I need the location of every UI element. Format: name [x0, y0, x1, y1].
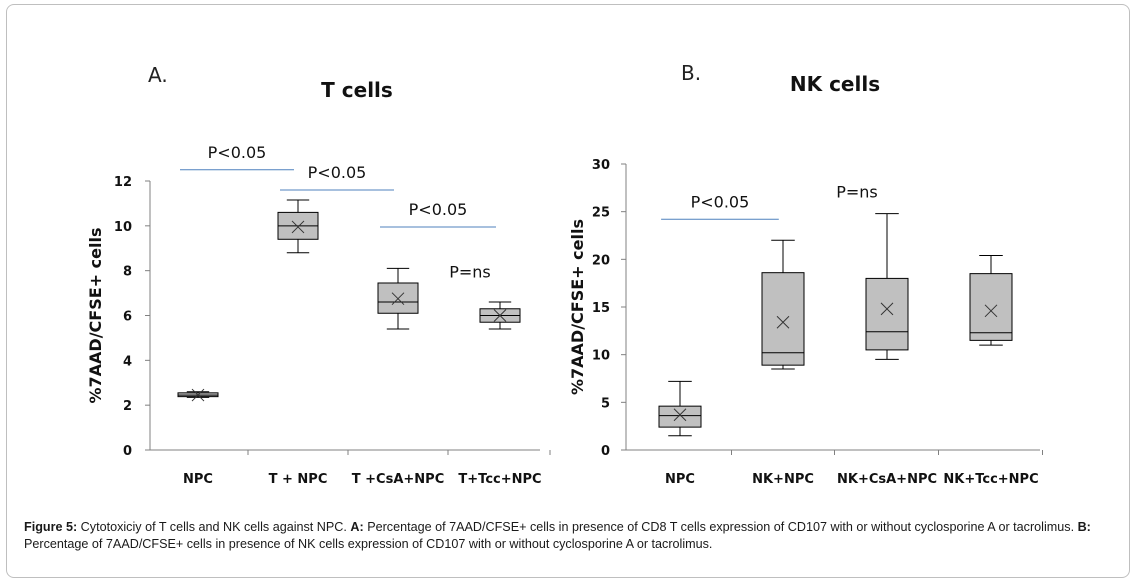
panel-a-mean-marker — [191, 388, 205, 402]
panel-b-y-tick-label: 10 — [592, 349, 610, 364]
panel-b-ns-label: P=ns — [836, 182, 878, 201]
panel-a-y-tick-label: 10 — [114, 220, 132, 235]
panel-b-box — [969, 273, 1013, 341]
panel-b-y-tick-label: 30 — [592, 158, 610, 173]
panel-b-mean-marker — [880, 302, 894, 316]
panel-a-x-tick-label: NPC — [183, 472, 213, 487]
figure-caption: Figure 5: Cytotoxiciy of T cells and NK … — [24, 519, 1114, 553]
panel-a-title: T cells — [321, 78, 393, 102]
panel-b-box — [865, 277, 909, 351]
panel-a-y-tick-label: 6 — [123, 310, 132, 325]
panel-b-significance-label: P<0.05 — [691, 192, 750, 211]
panel-a-x-tick-label: T+Tcc+NPC — [458, 472, 541, 487]
panel-a-mean-marker — [291, 220, 305, 234]
panel-a-label: A. — [148, 63, 168, 87]
panel-a-y-tick-label: 2 — [123, 399, 132, 414]
panel-b-y-tick-label: 5 — [601, 396, 610, 411]
panel-b-mean-marker — [673, 408, 687, 422]
panel-b-label: B. — [681, 61, 701, 85]
panel-b-y-tick-label: 25 — [592, 206, 610, 221]
panel-b-y-tick-label: 0 — [601, 444, 610, 459]
panel-b-box — [761, 272, 805, 366]
panel-a-y-tick-label: 12 — [114, 175, 132, 190]
panel-b-x-tick-label: NK+NPC — [752, 472, 814, 487]
panel-b-box — [658, 405, 702, 428]
caption-label-a: A: — [350, 520, 364, 534]
panel-b-y-tick-label: 20 — [592, 253, 610, 268]
panel-b-y-tick-label: 15 — [592, 301, 610, 316]
panel-a-ns-label: P=ns — [449, 262, 491, 281]
panel-a-y-tick-label: 8 — [123, 265, 132, 280]
caption-label: Figure 5: — [24, 520, 78, 534]
panel-a-mean-marker — [391, 292, 405, 306]
panel-b-x-tick-label: NPC — [665, 472, 695, 487]
caption-text-1: Cytotoxiciy of T cells and NK cells agai… — [77, 520, 351, 534]
panel-b-mean-marker — [984, 304, 998, 318]
panel-b-title: NK cells — [790, 72, 880, 96]
panel-a-significance-label: P<0.05 — [308, 163, 367, 182]
panel-b-y-axis-label: %7AAD/CFSE+ cells — [568, 219, 587, 395]
panel-a-significance-label: P<0.05 — [409, 200, 468, 219]
panel-a-x-tick-label: T +CsA+NPC — [352, 472, 444, 487]
panel-a-x-tick-label: T + NPC — [269, 472, 328, 487]
caption-text-3: Percentage of 7AAD/CFSE+ cells in presen… — [24, 537, 713, 551]
panel-a-y-axis-label: %7AAD/CFSE+ cells — [86, 228, 105, 404]
caption-label-b: B: — [1077, 520, 1091, 534]
panel-b-x-tick-label: NK+CsA+NPC — [837, 472, 937, 487]
panel-a-y-tick-label: 4 — [123, 354, 132, 369]
panel-a-y-tick-label: 0 — [123, 444, 132, 459]
panel-b-mean-marker — [776, 315, 790, 329]
figure-frame — [6, 4, 1130, 578]
caption-text-2: Percentage of 7AAD/CFSE+ cells in presen… — [363, 520, 1078, 534]
panel-a-significance-label: P<0.05 — [208, 143, 267, 162]
panel-a-mean-marker — [493, 309, 507, 322]
panel-b-x-tick-label: NK+Tcc+NPC — [943, 472, 1038, 487]
